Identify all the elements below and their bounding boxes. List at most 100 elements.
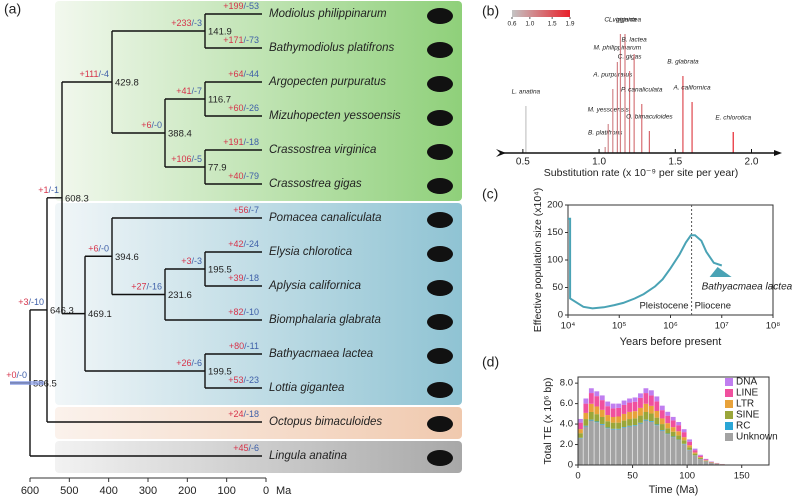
gain: +171 — [223, 35, 243, 45]
separator: / — [243, 409, 246, 419]
te-bar — [616, 403, 622, 408]
te-bar — [610, 408, 616, 418]
te-bar — [654, 417, 660, 425]
te-bar — [692, 455, 698, 465]
species-label: E. chlorotica — [715, 115, 751, 122]
annotation: Bathyacmaea lactea — [702, 282, 793, 293]
taxon-name: Modiolus philippinarum — [269, 8, 387, 20]
te-bar — [648, 395, 654, 406]
species-label: L. anatina — [512, 89, 541, 96]
silhouette — [427, 450, 453, 466]
te-bar — [698, 457, 703, 458]
gain: +42 — [228, 239, 243, 249]
te-bar — [687, 445, 692, 448]
clade-background — [55, 1, 462, 201]
loss: -44 — [246, 69, 259, 79]
te-bar — [643, 403, 649, 412]
separator: / — [191, 256, 194, 266]
te-bar — [621, 400, 627, 405]
gain: +24 — [228, 409, 243, 419]
separator: / — [243, 103, 246, 113]
te-bar — [643, 420, 649, 465]
te-bar — [643, 419, 649, 421]
node-age: 195.5 — [208, 265, 232, 276]
gain: +199 — [223, 1, 243, 11]
x-tick-label: 10⁸ — [766, 321, 781, 332]
te-bar — [578, 418, 583, 423]
x-axis-label: Years before present — [620, 336, 722, 348]
gain-loss-label: +3/-10 — [18, 297, 44, 307]
silhouette — [427, 76, 453, 92]
te-bar — [670, 436, 676, 438]
gain: +27 — [131, 282, 146, 292]
x-tick-label: 0 — [575, 471, 580, 482]
te-bar — [692, 452, 698, 454]
gain-loss-label: +6/-0 — [141, 120, 162, 130]
te-bar — [676, 422, 682, 426]
te-bar — [599, 409, 605, 418]
separator: / — [191, 358, 194, 368]
x-tick-label: 10⁷ — [715, 321, 730, 332]
species-label: O. bimaculoides — [626, 114, 673, 121]
taxon-name: Lottia gigantea — [269, 382, 344, 394]
te-bar — [583, 412, 589, 420]
loss: -10 — [31, 297, 44, 307]
panel-label: (b) — [482, 3, 499, 19]
taxon-name: Elysia chlorotica — [269, 246, 352, 258]
gain-loss-label: +64/-44 — [228, 69, 259, 79]
loss: -7 — [194, 86, 202, 96]
node-age: 231.6 — [168, 290, 192, 301]
gain-loss-label: +39/-18 — [228, 273, 259, 283]
gain: +45 — [233, 443, 248, 453]
gain: +111 — [80, 69, 99, 79]
gain: +6 — [141, 120, 151, 130]
separator: / — [248, 205, 251, 215]
taxon-name: Crassostrea gigas — [269, 178, 362, 190]
gain: +60 — [228, 103, 243, 113]
gain-loss-label: +24/-18 — [228, 409, 259, 419]
te-bar — [627, 398, 632, 403]
te-bar — [638, 423, 643, 465]
loss: -18 — [246, 409, 259, 419]
y-tick-label: 0 — [568, 460, 573, 471]
silhouette — [427, 178, 453, 194]
te-bar — [703, 459, 709, 461]
te-bar — [599, 395, 605, 401]
colorbar-tick-label: 1.0 — [525, 21, 534, 28]
te-bar — [665, 423, 671, 429]
te-bar — [687, 439, 692, 442]
te-bar — [627, 426, 632, 465]
loss: -53 — [246, 1, 259, 11]
te-bar — [616, 422, 622, 429]
panel-label: (c) — [482, 186, 498, 202]
te-bar — [605, 406, 611, 416]
gain: +64 — [228, 69, 243, 79]
te-bar — [578, 422, 583, 430]
loss: -18 — [246, 137, 259, 147]
te-bar — [621, 427, 627, 428]
y-tick-label: 4.0 — [560, 419, 573, 430]
legend-label: LTR — [736, 399, 754, 410]
te-bar — [638, 393, 643, 398]
x-tick-label: 2.0 — [745, 157, 759, 168]
silhouette — [427, 246, 453, 262]
te-bar — [610, 428, 616, 430]
gain-loss-label: +45/-6 — [233, 443, 259, 453]
gain-loss-label: +53/-23 — [228, 375, 259, 385]
y-axis-label: Effective population size (x10⁴) — [532, 188, 544, 332]
species-icon — [709, 267, 732, 277]
silhouette — [427, 110, 453, 126]
gain-loss-label: +56/-7 — [233, 205, 259, 215]
legend-label: LINE — [736, 388, 759, 399]
te-bar — [632, 425, 638, 426]
te-bar — [659, 410, 665, 419]
gain: +3 — [181, 256, 191, 266]
te-bar — [687, 450, 692, 465]
y-tick-label: 150 — [547, 227, 563, 238]
x-tick-label: 10⁵ — [612, 321, 627, 332]
loss: -6 — [194, 358, 202, 368]
loss: -4 — [101, 69, 109, 79]
ne-line — [568, 217, 723, 310]
gain-loss-label: +171/-73 — [223, 35, 259, 45]
